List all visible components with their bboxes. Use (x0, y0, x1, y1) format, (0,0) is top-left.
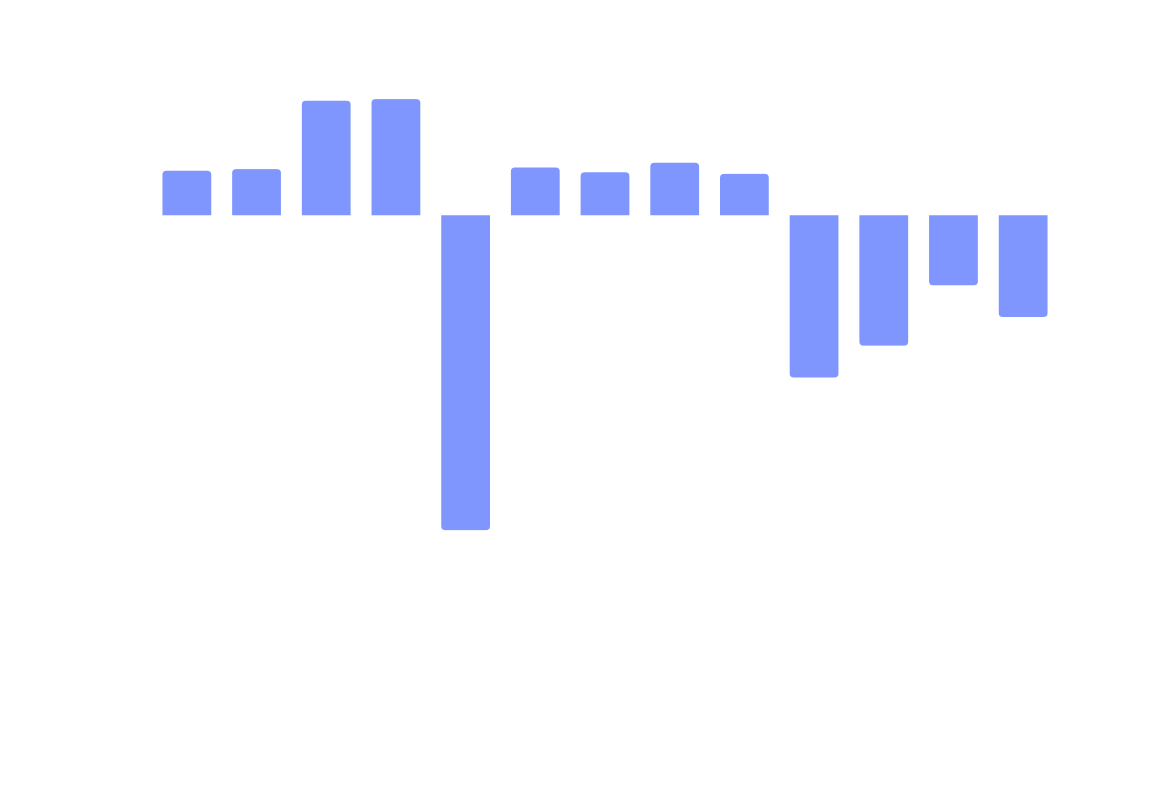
bar-12 (929, 215, 978, 286)
bar-7 (580, 172, 630, 216)
bar-13 (998, 215, 1048, 318)
bar-2 (232, 169, 281, 216)
bar-9 (719, 173, 769, 216)
bar-8 (650, 162, 700, 216)
bar-3 (301, 100, 351, 216)
bar-6 (510, 167, 560, 216)
bar-1 (162, 170, 212, 216)
bars-group (162, 99, 1048, 531)
bar-11 (859, 215, 909, 346)
bar-10 (789, 215, 839, 378)
bar-5 (441, 215, 491, 531)
bar-4 (371, 99, 421, 216)
